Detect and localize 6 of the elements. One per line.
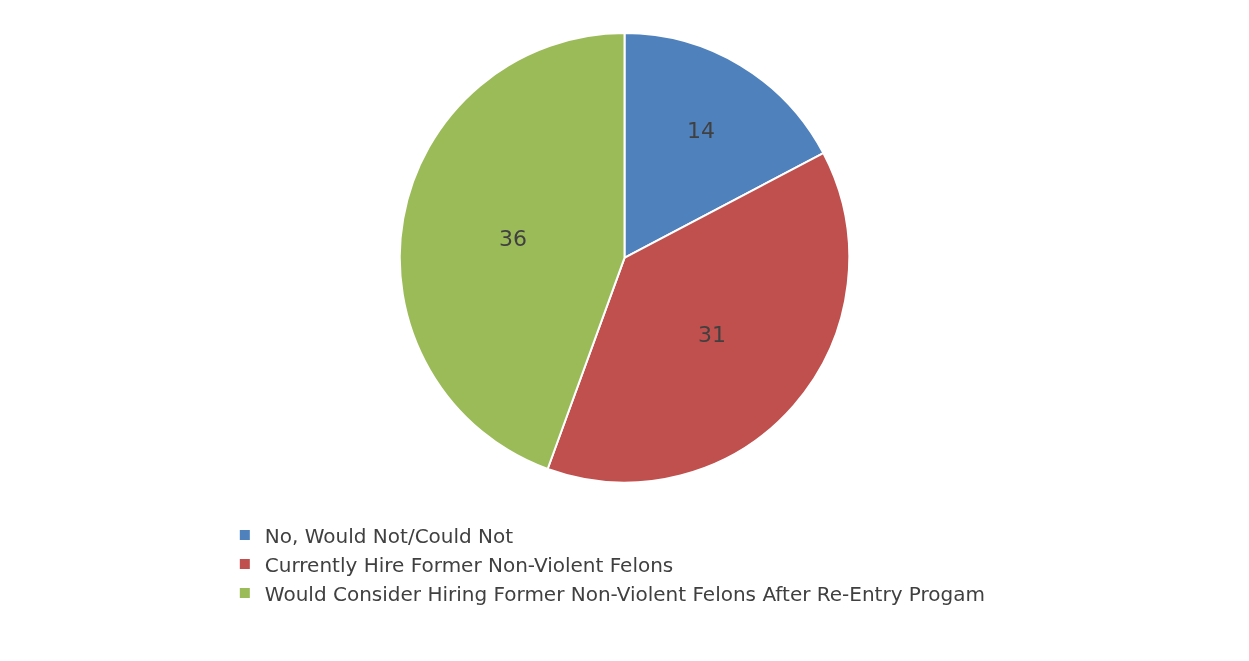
legend-label: Currently Hire Former Non-Violent Felons [264, 552, 674, 577]
data-label: 14 [687, 118, 716, 144]
legend-label: Would Consider Hiring Former Non-Violent Felons After Re-Entry Progam [264, 581, 986, 606]
data-label: 31 [698, 321, 727, 347]
legend-label: No, Would Not/Could Not [264, 523, 514, 548]
data-label: 36 [498, 225, 527, 251]
